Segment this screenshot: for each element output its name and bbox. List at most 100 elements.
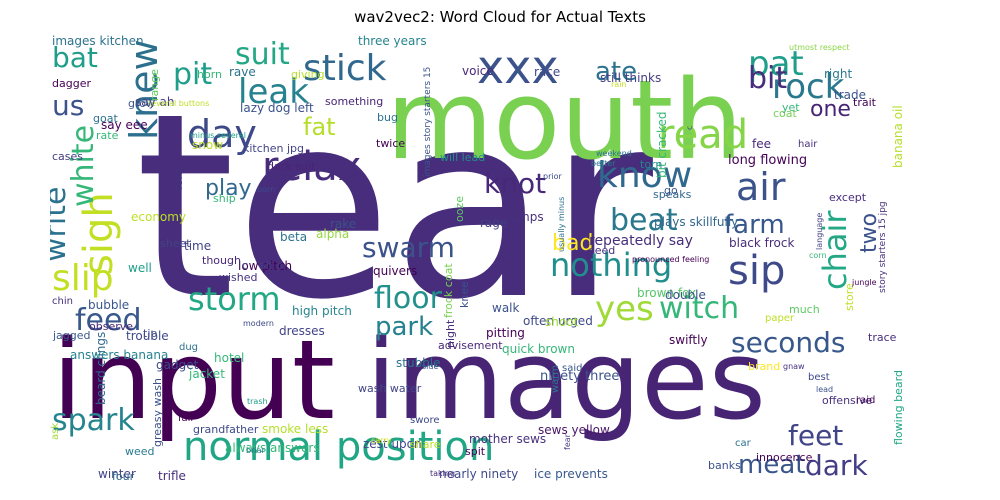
word-ice-prevents: ice prevents [534,467,608,481]
word-ask: ask [50,423,61,440]
word-offensive: offensive [822,394,872,407]
word-flowing-beard: flowing beard [892,370,905,445]
word-knew: knew [122,39,166,140]
word-trifle: trifle [158,469,186,482]
word-meat: meat [738,450,805,480]
word-air: air [736,165,786,209]
word-hotel: hotel [214,351,244,365]
word-spit: spit [465,445,486,458]
word-two: two [857,213,882,253]
word-jagged: jagged [52,329,91,342]
word-pit: pit [173,57,212,92]
word-rage: rage [480,216,507,230]
word-greasy-wash: greasy wash [151,378,164,447]
word-dagger: dagger [52,77,91,90]
word-frock-coat: frock coat [442,263,455,318]
word-say-eee: say eee [101,118,148,132]
word-advisement: advisement [438,339,503,352]
word-feed: feed [75,303,142,338]
word-said: said [562,363,582,374]
word-pat: pat [748,44,804,84]
word-images-story-starters-15: images story starters 15 [423,67,433,177]
word-much: much [789,303,820,316]
word-lead: lead [816,385,833,394]
word-fee: fee [752,137,771,151]
word-bad: bad [552,231,593,256]
word-bat: bat [52,41,98,74]
word-fear: fear [563,433,572,450]
word-go: go [664,184,678,197]
word-stick: stick [303,48,387,89]
word-will-lead: will lead [440,151,485,164]
word-cases: cases [52,150,83,163]
word-lazy-dog-left: lazy dog left [240,101,314,115]
word-play: play [205,176,252,201]
word-dresses: dresses [279,324,325,338]
word-c: c [685,126,694,130]
word-nearly-ninety: nearly ninety [439,467,518,481]
word-bug: bug [377,111,398,124]
word-feet: feet [788,419,843,452]
word-repeatedly-say: repeatedly say [589,233,693,249]
word-rain: rain [611,80,626,89]
word-race: race [534,65,560,79]
word-gnaw: gnaw [783,362,805,371]
word-normal-position: normal position [183,424,494,470]
word-trace: trace [868,331,897,344]
word-trade: trade [834,88,866,102]
word-range: range [148,69,161,101]
word-prior: prior [543,172,562,181]
word-banks: banks [708,459,741,472]
word-winter: winter [98,467,136,481]
word-still-thinks: still thinks [600,71,661,85]
word-cloud-panel: tear input images mouth normal position xxx re… [50,32,950,482]
word-though: though [202,254,241,267]
word-double: double [665,288,706,302]
word-spark: spark [52,403,135,438]
word-xxx: xxx [477,40,559,94]
word-read: read [658,112,748,158]
word-goat: goat [93,112,118,125]
word-fair: fair [178,413,195,424]
word-storm: storm [188,280,281,318]
word-write: write [50,187,73,262]
word-brown-fox: brown fox [637,286,696,300]
word-ninety-three: ninety three [540,369,619,384]
word-wash-water: wash water [358,382,422,395]
word-quick-brown: quick brown [502,342,575,356]
word-time: time [184,239,211,253]
word-images-kitchen: images kitchen [52,34,144,48]
word-always-answers: always answers [225,441,320,455]
word-economy: economy [131,210,186,224]
word-coat: coat [773,107,798,120]
word-jungle: jungle [851,278,877,287]
word-bit: bit [748,61,787,96]
word-giving: giving [291,68,325,81]
word-torn: torn [640,158,662,171]
word-language: language [815,213,824,250]
word-beard-clings: beard clings [94,332,108,405]
word-raid: raid [856,395,875,406]
word-briar: briar [246,446,265,455]
word-pitting: pitting [486,326,525,340]
word-c: c [242,259,248,272]
word-sip: sip [728,248,785,294]
word-often-urged: often urged [523,314,593,328]
word-ate: ate [595,57,637,87]
word-ooze: ooze [453,196,466,222]
word-born: born [257,185,275,194]
word-dark-suit: dark suit [267,160,316,173]
word-ah-p: ah p [259,259,283,272]
word-yes: yes [595,289,654,329]
word-well: well [128,261,152,275]
word-weekend: weekend [596,149,632,158]
word-high-pitch: high pitch [292,304,352,318]
word-slip: slip [52,258,114,299]
word-bubble: bubble [88,298,129,312]
word-speaks: speaks [653,188,692,201]
word-tear: tear [135,59,653,356]
word-store: store [843,283,856,311]
word-dark: dark [805,449,868,482]
word-banana-oil: banana oil [891,105,905,168]
